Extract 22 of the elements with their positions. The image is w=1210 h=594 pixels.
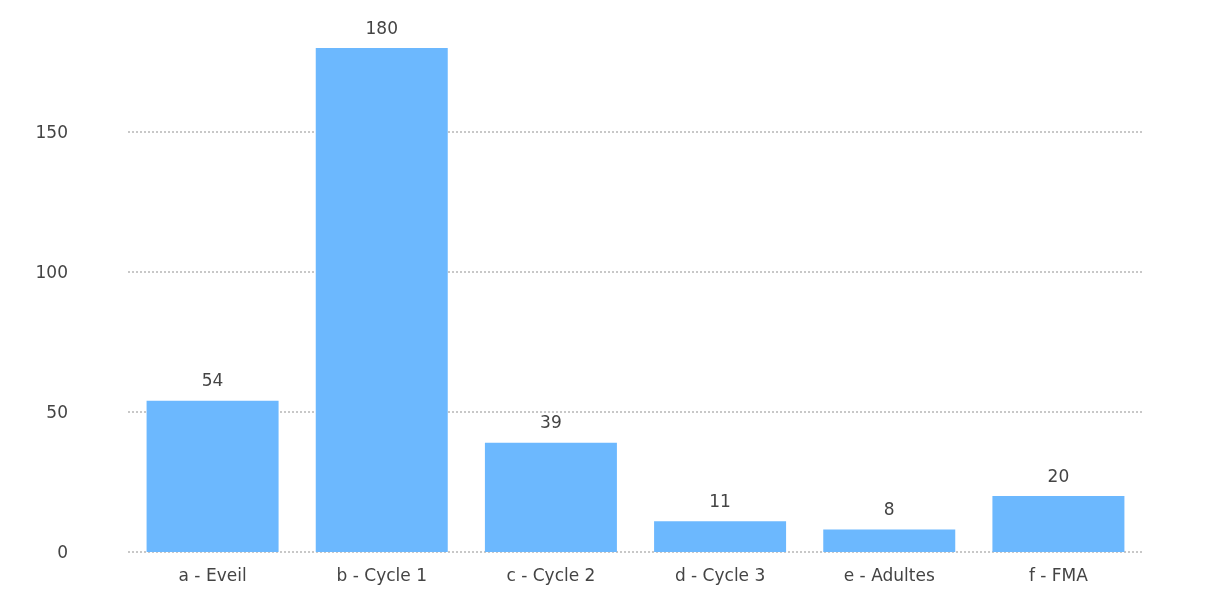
- bar: [992, 496, 1125, 552]
- x-tick-label: e - Adultes: [843, 564, 935, 585]
- data-label: 54: [201, 370, 224, 391]
- data-label: 39: [540, 412, 562, 433]
- bar: [146, 400, 279, 552]
- data-label: 180: [365, 17, 398, 38]
- x-tick-label: f - FMA: [1028, 564, 1089, 585]
- x-tick-label: a - Eveil: [178, 564, 247, 585]
- x-tick-label: b - Cycle 1: [336, 564, 427, 585]
- data-label: 20: [1047, 465, 1070, 486]
- x-tick-label: d - Cycle 3: [674, 564, 766, 585]
- data-label: 8: [883, 499, 895, 520]
- bar: [484, 442, 617, 552]
- bar: [654, 521, 787, 552]
- y-tick-label: 0: [57, 542, 68, 562]
- y-tick-label: 100: [35, 262, 68, 282]
- data-label: 11: [709, 490, 731, 511]
- y-tick-label: 150: [35, 122, 68, 142]
- bar: [315, 48, 448, 552]
- bar: [823, 529, 956, 552]
- y-tick-label: 50: [46, 402, 68, 422]
- x-tick-label: c - Cycle 2: [506, 564, 596, 585]
